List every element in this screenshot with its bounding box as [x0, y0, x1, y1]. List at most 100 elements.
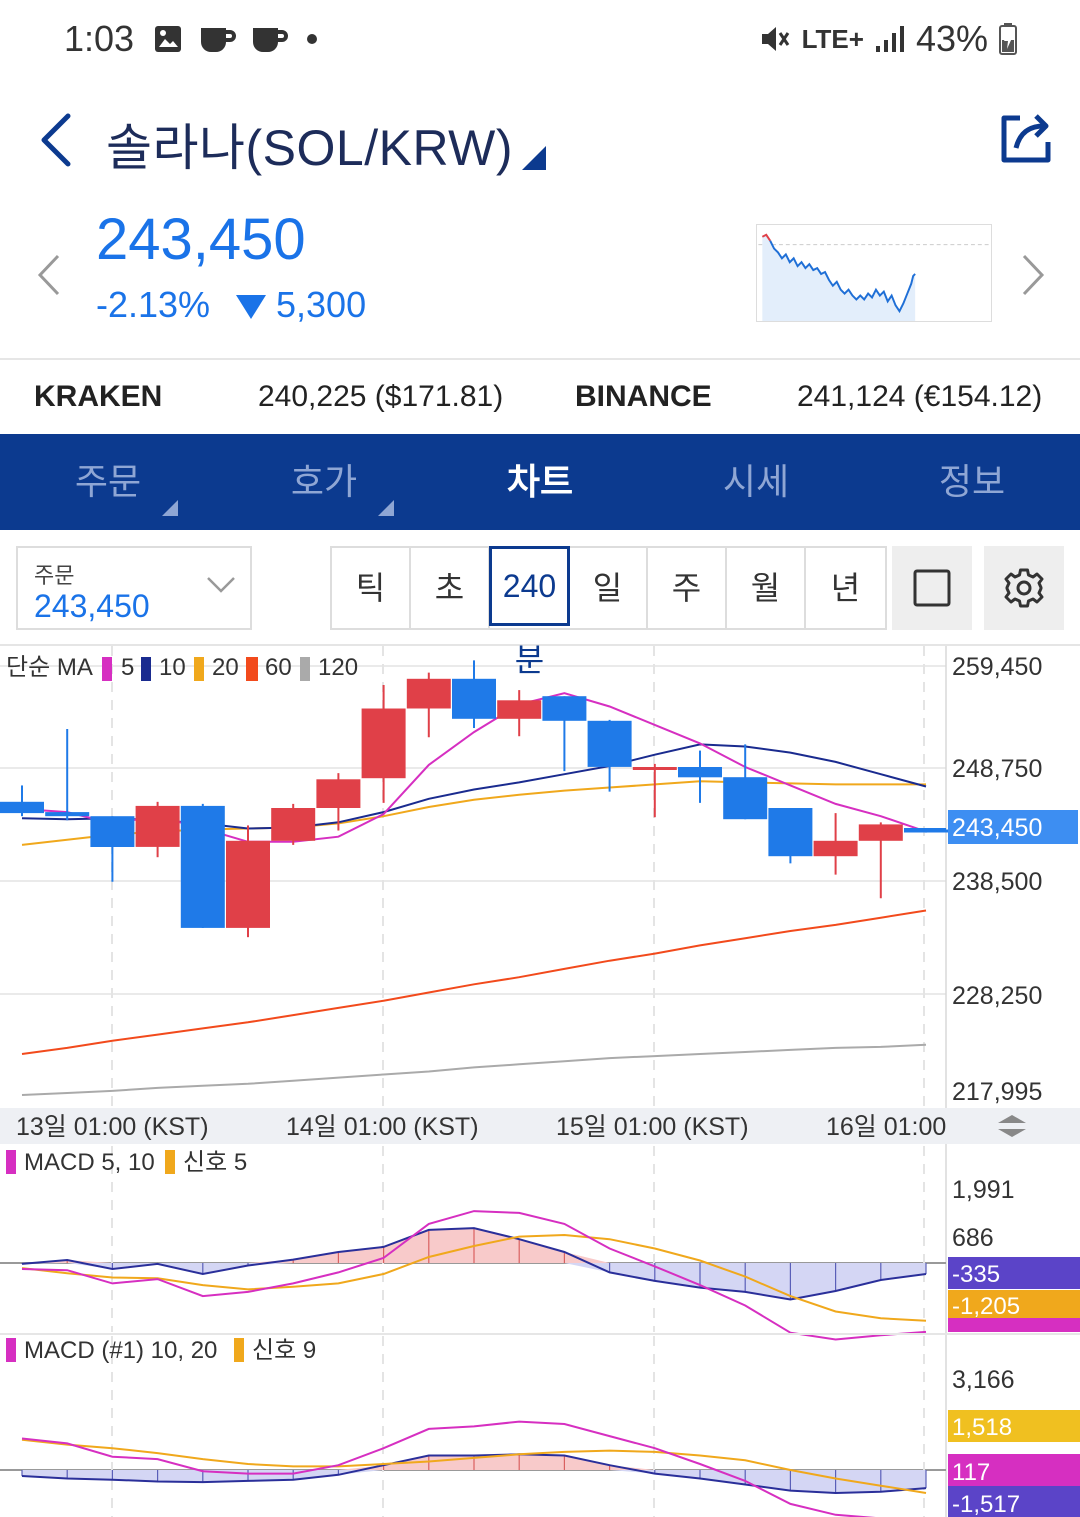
caret-dropdown-icon[interactable] — [522, 146, 546, 170]
y-tick: 217,995 — [952, 1078, 1042, 1106]
coffee-icon — [253, 28, 288, 52]
macd-line — [21, 1210, 927, 1341]
candlesticks — [0, 660, 948, 938]
candle-body — [406, 678, 451, 709]
tab-label: 호가 — [290, 461, 358, 502]
signal2-swatch — [234, 1338, 244, 1362]
candle-body — [135, 805, 180, 847]
back-icon[interactable] — [30, 108, 90, 172]
period-day[interactable]: 일 — [569, 548, 648, 628]
macd-pane-2 — [0, 1333, 1080, 1517]
dot-icon — [307, 34, 317, 44]
ma120-line — [21, 1043, 927, 1096]
candle-body — [452, 678, 496, 719]
next-chevron-icon[interactable] — [1018, 252, 1048, 298]
exchange-value: 241,124 (€154.12) — [797, 380, 1043, 413]
macd2-hist-badge-text: -1,517 — [952, 1491, 1020, 1517]
macd-pane-1 — [0, 1146, 946, 1341]
period-second[interactable]: 초 — [411, 548, 490, 628]
mute-icon — [761, 27, 789, 51]
macd1-hist-badge-text: -335 — [952, 1261, 1000, 1288]
tab-quotes[interactable]: 시세 — [648, 434, 864, 530]
tab-chart[interactable]: 차트 — [432, 434, 648, 530]
notification-icons — [152, 22, 322, 56]
exchange-name: KRAKEN — [34, 380, 163, 413]
exchange-prices: KRAKEN 240,225 ($171.81) BINANCE 241,124… — [0, 358, 1080, 434]
candle-body — [678, 767, 722, 778]
page-title[interactable]: 솔라나(SOL/KRW) — [106, 120, 513, 176]
macd2-line-badge-text: 117 — [952, 1459, 990, 1486]
candle-body — [587, 720, 632, 767]
prev-chevron-icon[interactable] — [34, 252, 64, 298]
submenu-corner-icon — [162, 500, 178, 516]
battery-charging-icon — [999, 23, 1017, 55]
price-chart[interactable]: 단순 MA 5 10 20 60 120 259,450 248,750 238… — [0, 646, 1080, 1517]
fullscreen-button[interactable] — [892, 546, 972, 630]
change-percent: -2.13% — [96, 284, 211, 325]
tab-orderbook[interactable]: 호가 — [216, 434, 432, 530]
signal1-label: 신호 5 — [183, 1149, 247, 1176]
signal2-label: 신호 9 — [252, 1337, 316, 1364]
chevron-down-icon — [207, 577, 235, 593]
x-tick: 13일 01:00 (KST) — [16, 1113, 209, 1141]
tab-info[interactable]: 정보 — [864, 434, 1080, 530]
macd2-badges: 1,518 117 -1,517 — [948, 1410, 1080, 1517]
candle-body — [542, 696, 587, 721]
tab-label: 차트 — [506, 461, 574, 502]
ma60-swatch — [246, 657, 258, 681]
macd1-axis: 1,991 686 — [952, 1176, 1015, 1252]
period-year[interactable]: 년 — [830, 570, 861, 606]
app-header: 솔라나(SOL/KRW) — [0, 90, 1080, 190]
macd1-y-tick: 1,991 — [952, 1176, 1015, 1204]
macd2-hist-badge — [948, 1486, 1080, 1517]
period-week[interactable]: 주 — [648, 548, 727, 628]
change-amount: 5,300 — [236, 284, 366, 326]
current-price: 243,450 — [96, 207, 306, 272]
share-icon[interactable] — [998, 106, 1054, 166]
y-tick: 259,450 — [952, 653, 1042, 681]
current-price-badge-text: 243,450 — [952, 814, 1042, 842]
histogram-outline — [21, 1227, 927, 1301]
status-time: 1:03 — [64, 18, 135, 59]
price-sparkline[interactable] — [756, 224, 992, 322]
exchange-value: 240,225 ($171.81) — [258, 380, 504, 413]
macd1-hist-badge — [948, 1257, 1080, 1289]
macd1-badges: -335 -1,205 — [948, 1257, 1080, 1332]
macd1-legend: MACD 5, 10 신호 5 — [6, 1149, 247, 1176]
system-icons: LTE+ 43% — [758, 18, 1018, 60]
x-tick: 14일 01:00 (KST) — [286, 1113, 479, 1141]
signal-icon — [875, 26, 904, 52]
network-type: LTE+ — [801, 23, 864, 54]
candle-body — [632, 767, 677, 770]
y-tick: 248,750 — [952, 755, 1042, 783]
candle-body — [90, 816, 135, 847]
gear-icon — [1004, 568, 1044, 608]
ma120-label: 120 — [318, 654, 358, 681]
ma-legend-title: 단순 MA — [6, 654, 93, 681]
period-month[interactable]: 월 — [727, 548, 806, 628]
ma60-label: 60 — [265, 654, 292, 681]
candle-body — [0, 801, 44, 814]
ma20-label: 20 — [212, 654, 239, 681]
time-axis-bg — [0, 1108, 1080, 1144]
period-tick[interactable]: 틱 — [332, 548, 411, 628]
macd2-swatch — [6, 1338, 16, 1362]
period-240min[interactable]: 240분 — [489, 546, 570, 678]
chart-grid — [0, 646, 947, 1517]
tab-label: 정보 — [938, 461, 1006, 502]
settings-button[interactable] — [984, 546, 1064, 630]
price-axis: 259,450 248,750 238,500 228,250 217,995 — [952, 653, 1042, 1106]
macd1-signal-badge-text: -1,205 — [952, 1293, 1020, 1320]
macd2-line-badge — [948, 1454, 1080, 1486]
ma5-label: 5 — [121, 654, 134, 681]
candle-body — [271, 808, 316, 841]
ma60-line — [21, 909, 927, 1055]
tab-order[interactable]: 주문 — [0, 434, 216, 530]
order-dropdown[interactable]: 주문 243,450 — [16, 546, 252, 630]
ma5-swatch — [102, 657, 112, 681]
macd1-label: MACD 5, 10 — [24, 1149, 155, 1176]
price-summary: 243,450 -2.13% 5,300 — [0, 200, 1080, 350]
status-bar: 1:03 LTE+ 43% — [0, 0, 1080, 78]
tab-label: 시세 — [722, 461, 790, 502]
resize-handle-icon[interactable] — [998, 1115, 1026, 1137]
